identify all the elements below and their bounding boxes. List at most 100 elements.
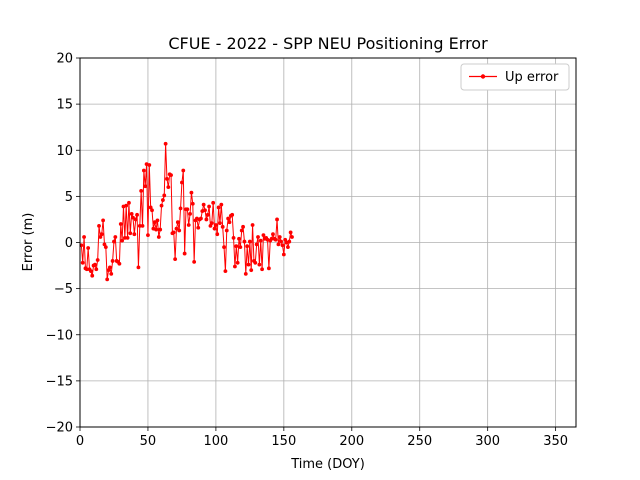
data-point — [280, 243, 285, 248]
data-point — [139, 188, 144, 193]
data-point — [152, 220, 157, 225]
data-point — [238, 245, 243, 250]
data-point — [132, 232, 137, 237]
data-point — [260, 267, 264, 272]
data-point — [192, 259, 197, 264]
data-point — [243, 271, 248, 276]
data-point — [177, 228, 182, 233]
x-axis-label: Time (DOY) — [290, 457, 365, 472]
data-point — [103, 245, 108, 250]
data-point — [213, 223, 218, 227]
data-point — [186, 223, 191, 227]
data-point — [174, 226, 179, 231]
data-point — [178, 206, 183, 211]
data-point — [146, 233, 150, 238]
data-point — [261, 233, 266, 238]
data-point — [256, 235, 260, 239]
data-point — [158, 227, 163, 232]
data-point — [258, 238, 263, 243]
data-point — [257, 262, 262, 267]
legend-label: Up error — [505, 70, 559, 85]
data-point — [185, 207, 190, 212]
data-point — [140, 223, 145, 228]
data-point — [253, 260, 258, 265]
data-point — [175, 220, 180, 225]
data-point — [196, 225, 201, 230]
data-point — [231, 235, 236, 240]
data-point — [250, 223, 255, 227]
data-point — [275, 217, 279, 222]
data-point — [276, 242, 281, 247]
data-point — [159, 203, 164, 208]
data-point — [224, 228, 229, 233]
data-point — [107, 265, 112, 270]
data-point — [215, 232, 220, 237]
data-point — [287, 239, 292, 244]
data-point — [273, 237, 278, 242]
y-tick-label: 0 — [65, 236, 73, 251]
data-point — [82, 235, 86, 239]
x-tick-label: 150 — [271, 434, 296, 449]
y-tick-label: −20 — [46, 421, 73, 436]
data-point — [99, 232, 104, 237]
data-point — [122, 235, 127, 240]
data-point — [246, 262, 251, 267]
series-layer — [79, 141, 294, 282]
legend-box — [460, 63, 570, 91]
data-point — [133, 217, 138, 222]
data-point — [182, 251, 187, 256]
y-tick-label: 10 — [56, 144, 73, 159]
data-point — [190, 201, 195, 206]
data-point — [88, 269, 93, 273]
x-tick-label: 0 — [76, 434, 84, 449]
ticks: 0 50 100 150 200 250 300 350 −20 −15 −10 −5 0 5 10 15 20 — [46, 52, 568, 450]
data-point — [189, 190, 194, 195]
data-point — [84, 267, 89, 272]
data-point — [166, 185, 171, 190]
data-point — [204, 217, 209, 222]
data-point — [230, 212, 235, 217]
data-point — [233, 264, 237, 269]
data-point — [162, 193, 167, 198]
data-point — [242, 239, 247, 244]
data-point — [209, 221, 214, 226]
data-point — [271, 232, 275, 237]
data-point — [154, 227, 158, 232]
data-point — [205, 212, 210, 217]
data-point — [112, 239, 116, 244]
data-point — [136, 265, 141, 270]
y-tick-label: −10 — [46, 328, 73, 343]
data-point — [180, 180, 184, 185]
data-point — [129, 212, 134, 216]
data-point — [212, 226, 217, 231]
data-point — [207, 204, 211, 209]
x-tick-label: 200 — [339, 434, 364, 449]
data-point — [93, 262, 97, 267]
data-point — [124, 203, 129, 208]
data-point — [269, 236, 274, 241]
y-tick-label: −5 — [54, 282, 73, 297]
data-point — [127, 200, 131, 205]
data-point — [147, 163, 152, 167]
y-tick-label: 20 — [56, 52, 73, 67]
data-point — [160, 198, 165, 202]
data-point — [105, 277, 110, 282]
data-point — [199, 216, 203, 221]
data-point — [128, 231, 133, 236]
data-point — [222, 245, 226, 250]
data-point — [86, 246, 91, 250]
data-point — [90, 273, 95, 278]
data-point — [141, 168, 146, 173]
data-point — [125, 235, 130, 240]
data-point — [163, 141, 168, 146]
legend-marker — [480, 74, 486, 79]
data-point — [254, 242, 259, 247]
data-point — [226, 216, 231, 221]
data-point — [223, 269, 228, 273]
data-point — [211, 200, 216, 205]
data-point — [117, 261, 122, 266]
x-tick-label: 100 — [203, 434, 228, 449]
data-point — [237, 236, 241, 241]
data-point — [239, 228, 244, 233]
